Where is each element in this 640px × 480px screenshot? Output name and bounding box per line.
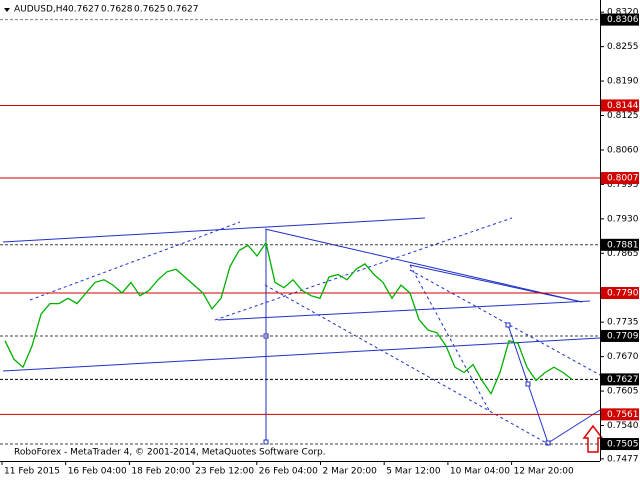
price-label: 0.7505: [607, 440, 639, 450]
y-tick-label: 0.8060: [607, 145, 639, 155]
y-tick-label: 0.7930: [607, 214, 639, 224]
channel-line: [214, 217, 513, 321]
channel-line: [29, 221, 241, 301]
x-tick-label: 5 Mar 12:00: [386, 467, 441, 477]
y-tick-label: 0.8320: [607, 8, 639, 18]
y-tick-label: 0.7477: [607, 454, 639, 464]
y-tick-label: 0.7540: [607, 421, 639, 431]
ohlc-value: 0.7628: [101, 5, 133, 15]
marker: [263, 439, 269, 445]
price-line: [4, 241, 573, 396]
x-tick-label: 18 Feb 20:00: [131, 467, 190, 477]
x-tick-label: 26 Feb 04:00: [259, 467, 318, 477]
price-label: 0.7561: [607, 410, 639, 420]
y-tick-label: 0.7995: [607, 180, 639, 190]
trend-line: [264, 228, 583, 303]
x-tick-label: 10 Mar 04:00: [450, 467, 510, 477]
x-tick-label: 2 Mar 20:00: [323, 467, 378, 477]
x-tick-label: 16 Feb 04:00: [68, 467, 127, 477]
ohlc-value: 0.7627: [167, 5, 199, 15]
trend-line: [2, 337, 601, 372]
price-label-box: [601, 329, 639, 342]
price-label: 0.7881: [607, 240, 639, 250]
trend-line: [217, 300, 591, 321]
collapse-icon: [4, 8, 10, 12]
y-tick-label: 0.7735: [607, 318, 639, 328]
footer: RoboForex - MetaTrader 4, © 2001-2014, M…: [14, 448, 326, 458]
y-tick-label: 0.8125: [607, 111, 639, 121]
price-label: 0.8144: [607, 101, 639, 111]
marker: [525, 381, 531, 387]
trend-line: [2, 217, 426, 243]
price-label: 0.7709: [607, 331, 639, 341]
x-tick-label: 11 Feb 2015: [4, 467, 60, 477]
up-arrow: [582, 424, 604, 453]
y-tick-label: 0.8190: [607, 77, 639, 87]
marker: [505, 322, 511, 328]
trend-line: [409, 264, 583, 303]
price-label-box: [601, 13, 639, 26]
channel-line: [409, 269, 601, 376]
ohlc-value: 0.7625: [134, 5, 166, 15]
price-label-box: [601, 172, 639, 185]
price-label-box: [601, 238, 639, 251]
symbol: AUDUSD,H4: [14, 5, 69, 15]
price-label: 0.8007: [607, 174, 639, 184]
price-label: 0.8306: [607, 15, 639, 25]
price-label: 0.7790: [607, 289, 639, 299]
channel-line: [264, 284, 551, 446]
trend-lines: [2, 217, 604, 453]
x-tick-label: 23 Feb 12:00: [195, 467, 254, 477]
forecast-path: [507, 324, 601, 444]
price-label: 0.7627: [607, 375, 639, 385]
price-label-box: [601, 408, 639, 421]
y-tick-label: 0.7605: [607, 387, 639, 397]
x-tick-label: 12 Mar 20:00: [514, 467, 574, 477]
y-tick-label: 0.7670: [607, 352, 639, 362]
channel-line: [409, 264, 491, 413]
y-tick-label: 0.8255: [607, 42, 639, 52]
price-label-box: [601, 373, 639, 386]
marker: [545, 440, 551, 446]
price-label-box: [601, 438, 639, 451]
price-label-box: [601, 99, 639, 112]
ohlc-value: 0.7627: [68, 5, 100, 15]
y-tick-label: 0.7865: [607, 249, 639, 259]
price-label-box: [601, 287, 639, 300]
